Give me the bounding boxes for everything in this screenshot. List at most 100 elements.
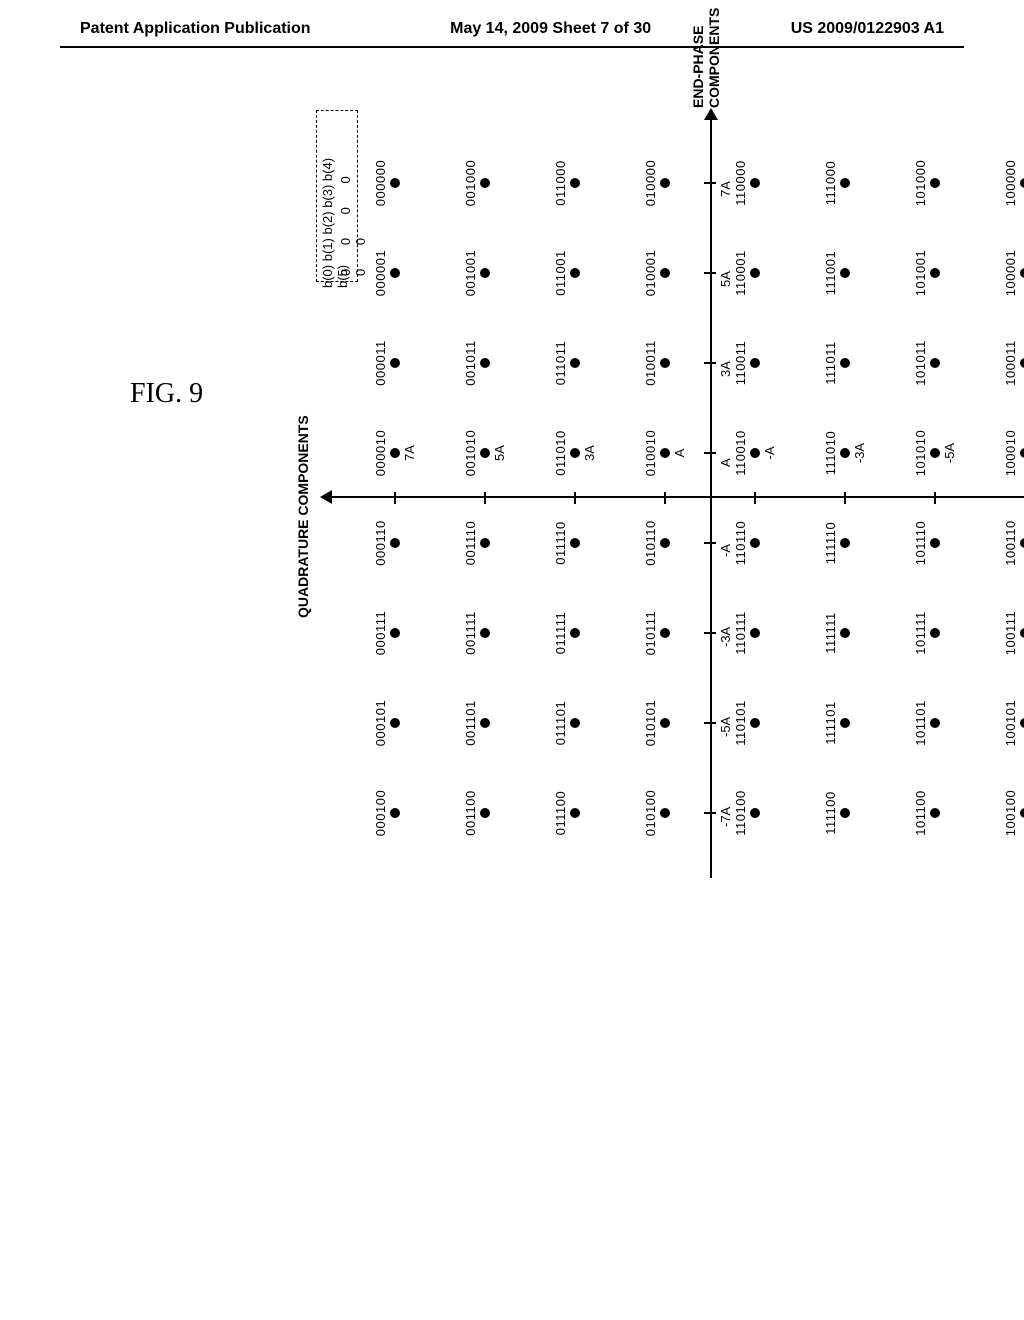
point-dot [480, 718, 490, 728]
x-tick-label: 3A [718, 361, 733, 377]
constellation-point: 111110 [823, 503, 850, 583]
point-dot [480, 178, 490, 188]
point-dot [840, 718, 850, 728]
point-code: 110100 [733, 773, 748, 853]
point-dot [570, 808, 580, 818]
point-code: 011100 [553, 773, 568, 853]
constellation-point: 110001 [733, 233, 760, 313]
constellation-point: 100000 [1003, 143, 1024, 223]
point-dot [660, 358, 670, 368]
constellation-point: 101001 [913, 233, 940, 313]
point-code: 011101 [553, 683, 568, 763]
point-code: 000100 [373, 773, 388, 853]
point-dot [1020, 538, 1024, 548]
point-dot [840, 628, 850, 638]
y-axis-label: QUADRATURE COMPONENTS [295, 415, 311, 618]
point-code: 100100 [1003, 773, 1018, 853]
point-code: 110111 [733, 593, 748, 673]
constellation-point: 000111 [373, 593, 400, 673]
constellation-point: 100010-7A [1003, 413, 1024, 493]
point-code: 010101 [643, 683, 658, 763]
point-code: 011110 [553, 503, 568, 583]
x-tick-label: -A [718, 544, 733, 557]
point-code: 110000 [733, 143, 748, 223]
constellation-point: 001101 [463, 683, 490, 763]
point-dot [480, 538, 490, 548]
constellation-point: 001011 [463, 323, 490, 403]
point-dot [750, 358, 760, 368]
point-code: 111000 [823, 143, 838, 223]
point-code: 110001 [733, 233, 748, 313]
header-right: US 2009/0122903 A1 [791, 20, 944, 38]
constellation-point: 111000 [823, 143, 850, 223]
point-dot [390, 718, 400, 728]
point-code: 100011 [1003, 323, 1018, 403]
constellation-point: 110100 [733, 773, 760, 853]
point-dot [570, 178, 580, 188]
point-code: 011001 [553, 233, 568, 313]
constellation-point: 111001 [823, 233, 850, 313]
y-tick [934, 492, 936, 504]
point-dot [480, 628, 490, 638]
point-dot [660, 538, 670, 548]
point-dot [570, 268, 580, 278]
point-code: 001011 [463, 323, 478, 403]
point-code: 110010 [733, 413, 748, 493]
point-dot [390, 178, 400, 188]
y-tick [754, 492, 756, 504]
y-tick [664, 492, 666, 504]
constellation-point: 010110 [643, 503, 670, 583]
y-tick [484, 492, 486, 504]
y-tick-label: A [672, 413, 687, 493]
constellation-point: 100111 [1003, 593, 1024, 673]
point-dot [660, 808, 670, 818]
point-code: 000001 [373, 233, 388, 313]
point-dot [1020, 358, 1024, 368]
x-tick-label: 7A [718, 181, 733, 197]
point-code: 101100 [913, 773, 928, 853]
point-dot [750, 808, 760, 818]
x-tick-label: A [718, 458, 733, 467]
constellation-point: 101000 [913, 143, 940, 223]
point-dot [390, 448, 400, 458]
constellation-point: 010010A [643, 413, 687, 493]
point-dot [750, 178, 760, 188]
point-code: 101111 [913, 593, 928, 673]
point-dot [570, 538, 580, 548]
constellation-point: 110011 [733, 323, 760, 403]
point-dot [480, 448, 490, 458]
y-tick-label: -A [762, 413, 777, 493]
point-dot [1020, 178, 1024, 188]
point-dot [480, 808, 490, 818]
point-code: 010110 [643, 503, 658, 583]
constellation-point: 101110 [913, 503, 940, 583]
point-dot [840, 268, 850, 278]
constellation-point: 101011 [913, 323, 940, 403]
x-axis-label: END-PHASE COMPONENTS [690, 0, 722, 108]
point-code: 101010 [913, 413, 928, 493]
x-tick [704, 632, 716, 634]
point-dot [840, 448, 850, 458]
point-code: 100001 [1003, 233, 1018, 313]
constellation-point: 011001 [553, 233, 580, 313]
point-code: 111100 [823, 773, 838, 853]
constellation-point: 011100 [553, 773, 580, 853]
point-dot [570, 448, 580, 458]
y-tick-label: 7A [402, 413, 417, 493]
point-dot [390, 538, 400, 548]
constellation-point: 001000 [463, 143, 490, 223]
point-dot [840, 178, 850, 188]
point-code: 000101 [373, 683, 388, 763]
constellation-point: 011101 [553, 683, 580, 763]
point-dot [930, 808, 940, 818]
point-code: 111101 [823, 683, 838, 763]
point-code: 100000 [1003, 143, 1018, 223]
point-code: 111011 [823, 323, 838, 403]
point-code: 001010 [463, 413, 478, 493]
point-dot [480, 268, 490, 278]
point-dot [660, 718, 670, 728]
point-dot [660, 178, 670, 188]
point-code: 001100 [463, 773, 478, 853]
constellation-point: 010011 [643, 323, 670, 403]
point-dot [750, 628, 760, 638]
